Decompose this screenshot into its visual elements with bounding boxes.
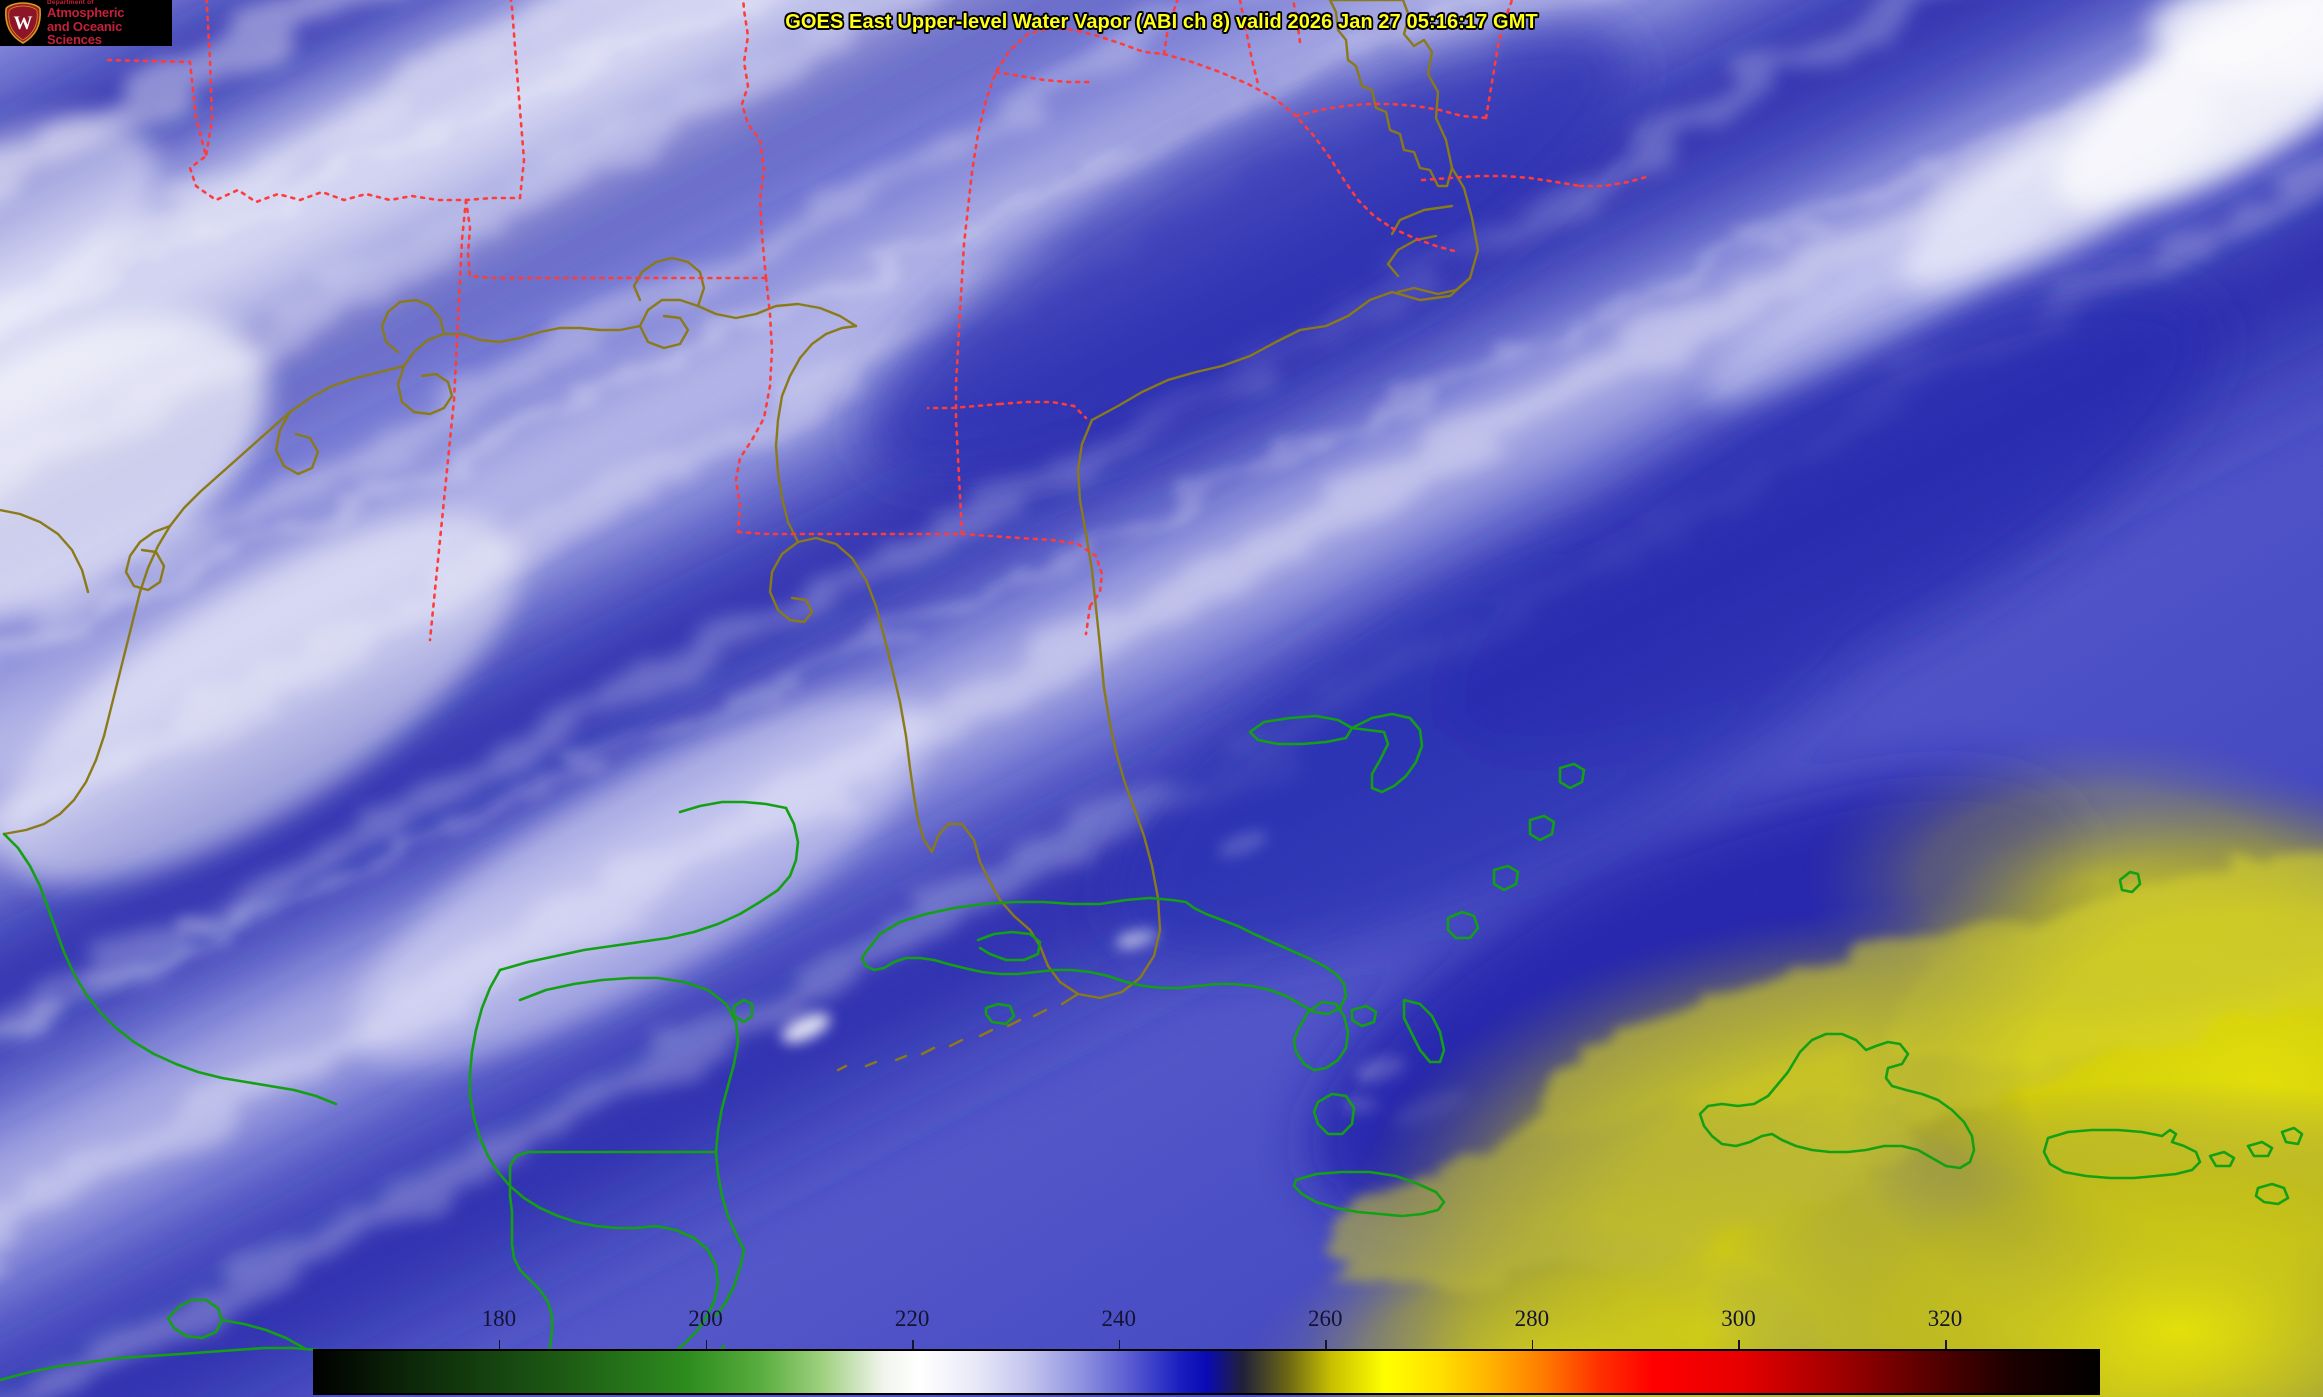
colorbar-tick-240 <box>1118 1340 1121 1349</box>
logo-line-1: Department of <box>47 0 94 6</box>
logo-line-3: and Oceanic Sciences <box>47 18 123 47</box>
colorbar-tick-300 <box>1738 1340 1740 1349</box>
colorbar-tick-280 <box>1531 1340 1534 1349</box>
colorbar-tick-320 <box>1945 1340 1947 1349</box>
colorbar-tick-label-300: 300 <box>1721 1306 1756 1331</box>
us-coastline <box>0 0 1480 1072</box>
colorbar-tick-label-180: 180 <box>481 1306 517 1331</box>
image-title: GOES East Upper-level Water Vapor (ABI c… <box>785 11 1538 33</box>
colorbar-gradient <box>313 1349 2100 1395</box>
colorbar-tick-label-240: 240 <box>1101 1306 1136 1331</box>
colorbar-ticks <box>313 1340 2100 1349</box>
us-state-borders <box>106 0 1652 642</box>
svg-text:W: W <box>14 13 33 34</box>
uw-aos-logo: W Department of Atmospheric and Oceanic … <box>0 0 172 46</box>
colorbar-tick-label-320: 320 <box>1927 1306 1963 1331</box>
uw-crest-icon: W <box>4 2 42 44</box>
logo-line-2: Atmospheric <box>47 5 125 21</box>
colorbar-tick-label-220: 220 <box>894 1306 930 1331</box>
colorbar-tick-label-260: 260 <box>1308 1306 1343 1331</box>
colorbar-tick-220 <box>912 1340 914 1349</box>
colorbar-tick-180 <box>498 1340 501 1349</box>
colorbar-tick-labels: 180 200 220 240 260 280 300 320 <box>313 1306 2100 1340</box>
colorbar-tick-260 <box>1325 1340 1327 1349</box>
colorbar-tick-label-200: 200 <box>688 1306 723 1331</box>
colorbar: 180 200 220 240 260 280 300 320 <box>313 1306 2100 1397</box>
colorbar-tick-200 <box>705 1340 708 1349</box>
colorbar-tick-label-280: 280 <box>1514 1306 1550 1331</box>
